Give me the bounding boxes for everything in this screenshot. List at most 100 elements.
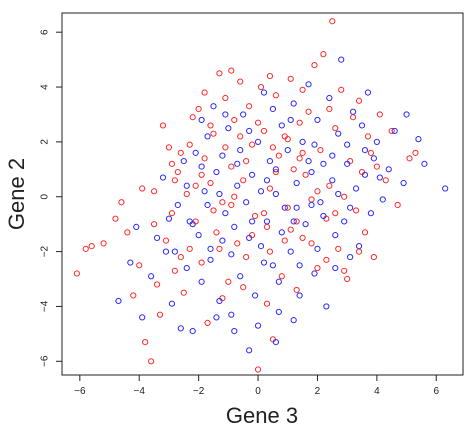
data-point bbox=[364, 133, 372, 140]
data-point bbox=[183, 264, 190, 272]
y-axis-title: Gene 2 bbox=[4, 158, 29, 230]
data-point bbox=[284, 147, 291, 154]
data-point bbox=[219, 237, 226, 244]
data-point bbox=[240, 284, 247, 291]
y-tick-label: −4 bbox=[40, 300, 51, 312]
data-point bbox=[228, 311, 235, 318]
data-point bbox=[367, 210, 375, 217]
data-point bbox=[308, 196, 315, 203]
data-point bbox=[225, 125, 232, 132]
data-point bbox=[237, 78, 244, 85]
data-point bbox=[323, 303, 330, 310]
data-point bbox=[204, 201, 211, 209]
data-point bbox=[159, 122, 167, 129]
data-point bbox=[278, 122, 285, 129]
data-point bbox=[234, 160, 241, 167]
data-point bbox=[314, 116, 321, 124]
data-point bbox=[251, 212, 259, 220]
data-point bbox=[171, 177, 178, 184]
data-point bbox=[272, 338, 279, 346]
data-point bbox=[112, 215, 119, 222]
data-point bbox=[222, 94, 229, 102]
data-point bbox=[222, 111, 229, 118]
data-point bbox=[213, 314, 220, 321]
data-point bbox=[216, 70, 223, 77]
data-point bbox=[142, 338, 149, 346]
data-point bbox=[136, 262, 143, 269]
x-tick-label: 6 bbox=[433, 386, 439, 397]
data-point bbox=[296, 119, 303, 126]
data-point bbox=[130, 292, 137, 299]
y-axis: −6 −4 −2 0 2 4 6 bbox=[40, 29, 62, 367]
data-point bbox=[115, 297, 122, 305]
data-point bbox=[159, 174, 167, 181]
data-point bbox=[260, 210, 268, 217]
data-point bbox=[210, 103, 217, 110]
data-point bbox=[168, 160, 175, 167]
data-point bbox=[257, 83, 265, 91]
data-point bbox=[240, 177, 247, 184]
data-point bbox=[415, 136, 422, 143]
data-point bbox=[305, 108, 312, 115]
data-point bbox=[222, 144, 229, 151]
data-point bbox=[198, 116, 205, 124]
data-point bbox=[148, 273, 155, 280]
data-point bbox=[341, 267, 348, 274]
data-point bbox=[257, 243, 265, 250]
data-point bbox=[442, 185, 449, 192]
data-point bbox=[391, 127, 398, 135]
data-point bbox=[361, 147, 369, 154]
data-point bbox=[246, 103, 253, 110]
data-point bbox=[153, 281, 161, 288]
data-point bbox=[311, 141, 318, 148]
data-point bbox=[269, 105, 276, 113]
x-axis-title: Gene 3 bbox=[226, 403, 298, 428]
data-point bbox=[341, 193, 348, 200]
data-point bbox=[156, 311, 164, 318]
data-point bbox=[219, 152, 226, 159]
data-point bbox=[373, 138, 380, 145]
x-tick-label: −6 bbox=[74, 386, 86, 397]
data-point bbox=[207, 256, 214, 263]
data-point bbox=[272, 190, 279, 198]
data-point bbox=[249, 171, 256, 178]
y-tick-label: 0 bbox=[40, 194, 51, 200]
y-tick-label: −2 bbox=[40, 245, 51, 257]
data-point bbox=[246, 234, 253, 241]
data-point bbox=[406, 155, 413, 162]
y-tick-label: 4 bbox=[40, 84, 51, 90]
data-point bbox=[299, 149, 306, 156]
data-point bbox=[162, 248, 170, 255]
data-point bbox=[344, 160, 351, 167]
data-point bbox=[162, 237, 170, 244]
data-point bbox=[263, 223, 271, 231]
data-point bbox=[263, 177, 271, 184]
x-tick-label: 2 bbox=[315, 386, 321, 397]
data-point bbox=[335, 190, 342, 198]
data-point bbox=[88, 243, 95, 250]
data-point bbox=[263, 300, 271, 307]
data-points-layer bbox=[73, 18, 449, 373]
x-tick-label: −4 bbox=[134, 386, 146, 397]
data-point bbox=[385, 166, 392, 173]
data-point bbox=[335, 130, 342, 137]
data-point bbox=[251, 292, 259, 299]
data-point bbox=[177, 325, 184, 332]
data-point bbox=[332, 210, 339, 217]
data-point bbox=[347, 253, 354, 261]
y-tick-label: −6 bbox=[40, 355, 51, 367]
data-point bbox=[290, 317, 297, 324]
data-point bbox=[308, 201, 315, 209]
data-point bbox=[350, 108, 357, 115]
data-point bbox=[204, 133, 211, 140]
data-point bbox=[355, 97, 363, 104]
data-point bbox=[189, 114, 196, 121]
data-point bbox=[412, 149, 419, 156]
data-point bbox=[296, 155, 303, 162]
data-point bbox=[207, 245, 214, 252]
data-point bbox=[329, 152, 336, 159]
data-point bbox=[341, 218, 348, 225]
data-point bbox=[290, 166, 297, 173]
data-point bbox=[323, 256, 330, 263]
data-point bbox=[314, 245, 321, 252]
